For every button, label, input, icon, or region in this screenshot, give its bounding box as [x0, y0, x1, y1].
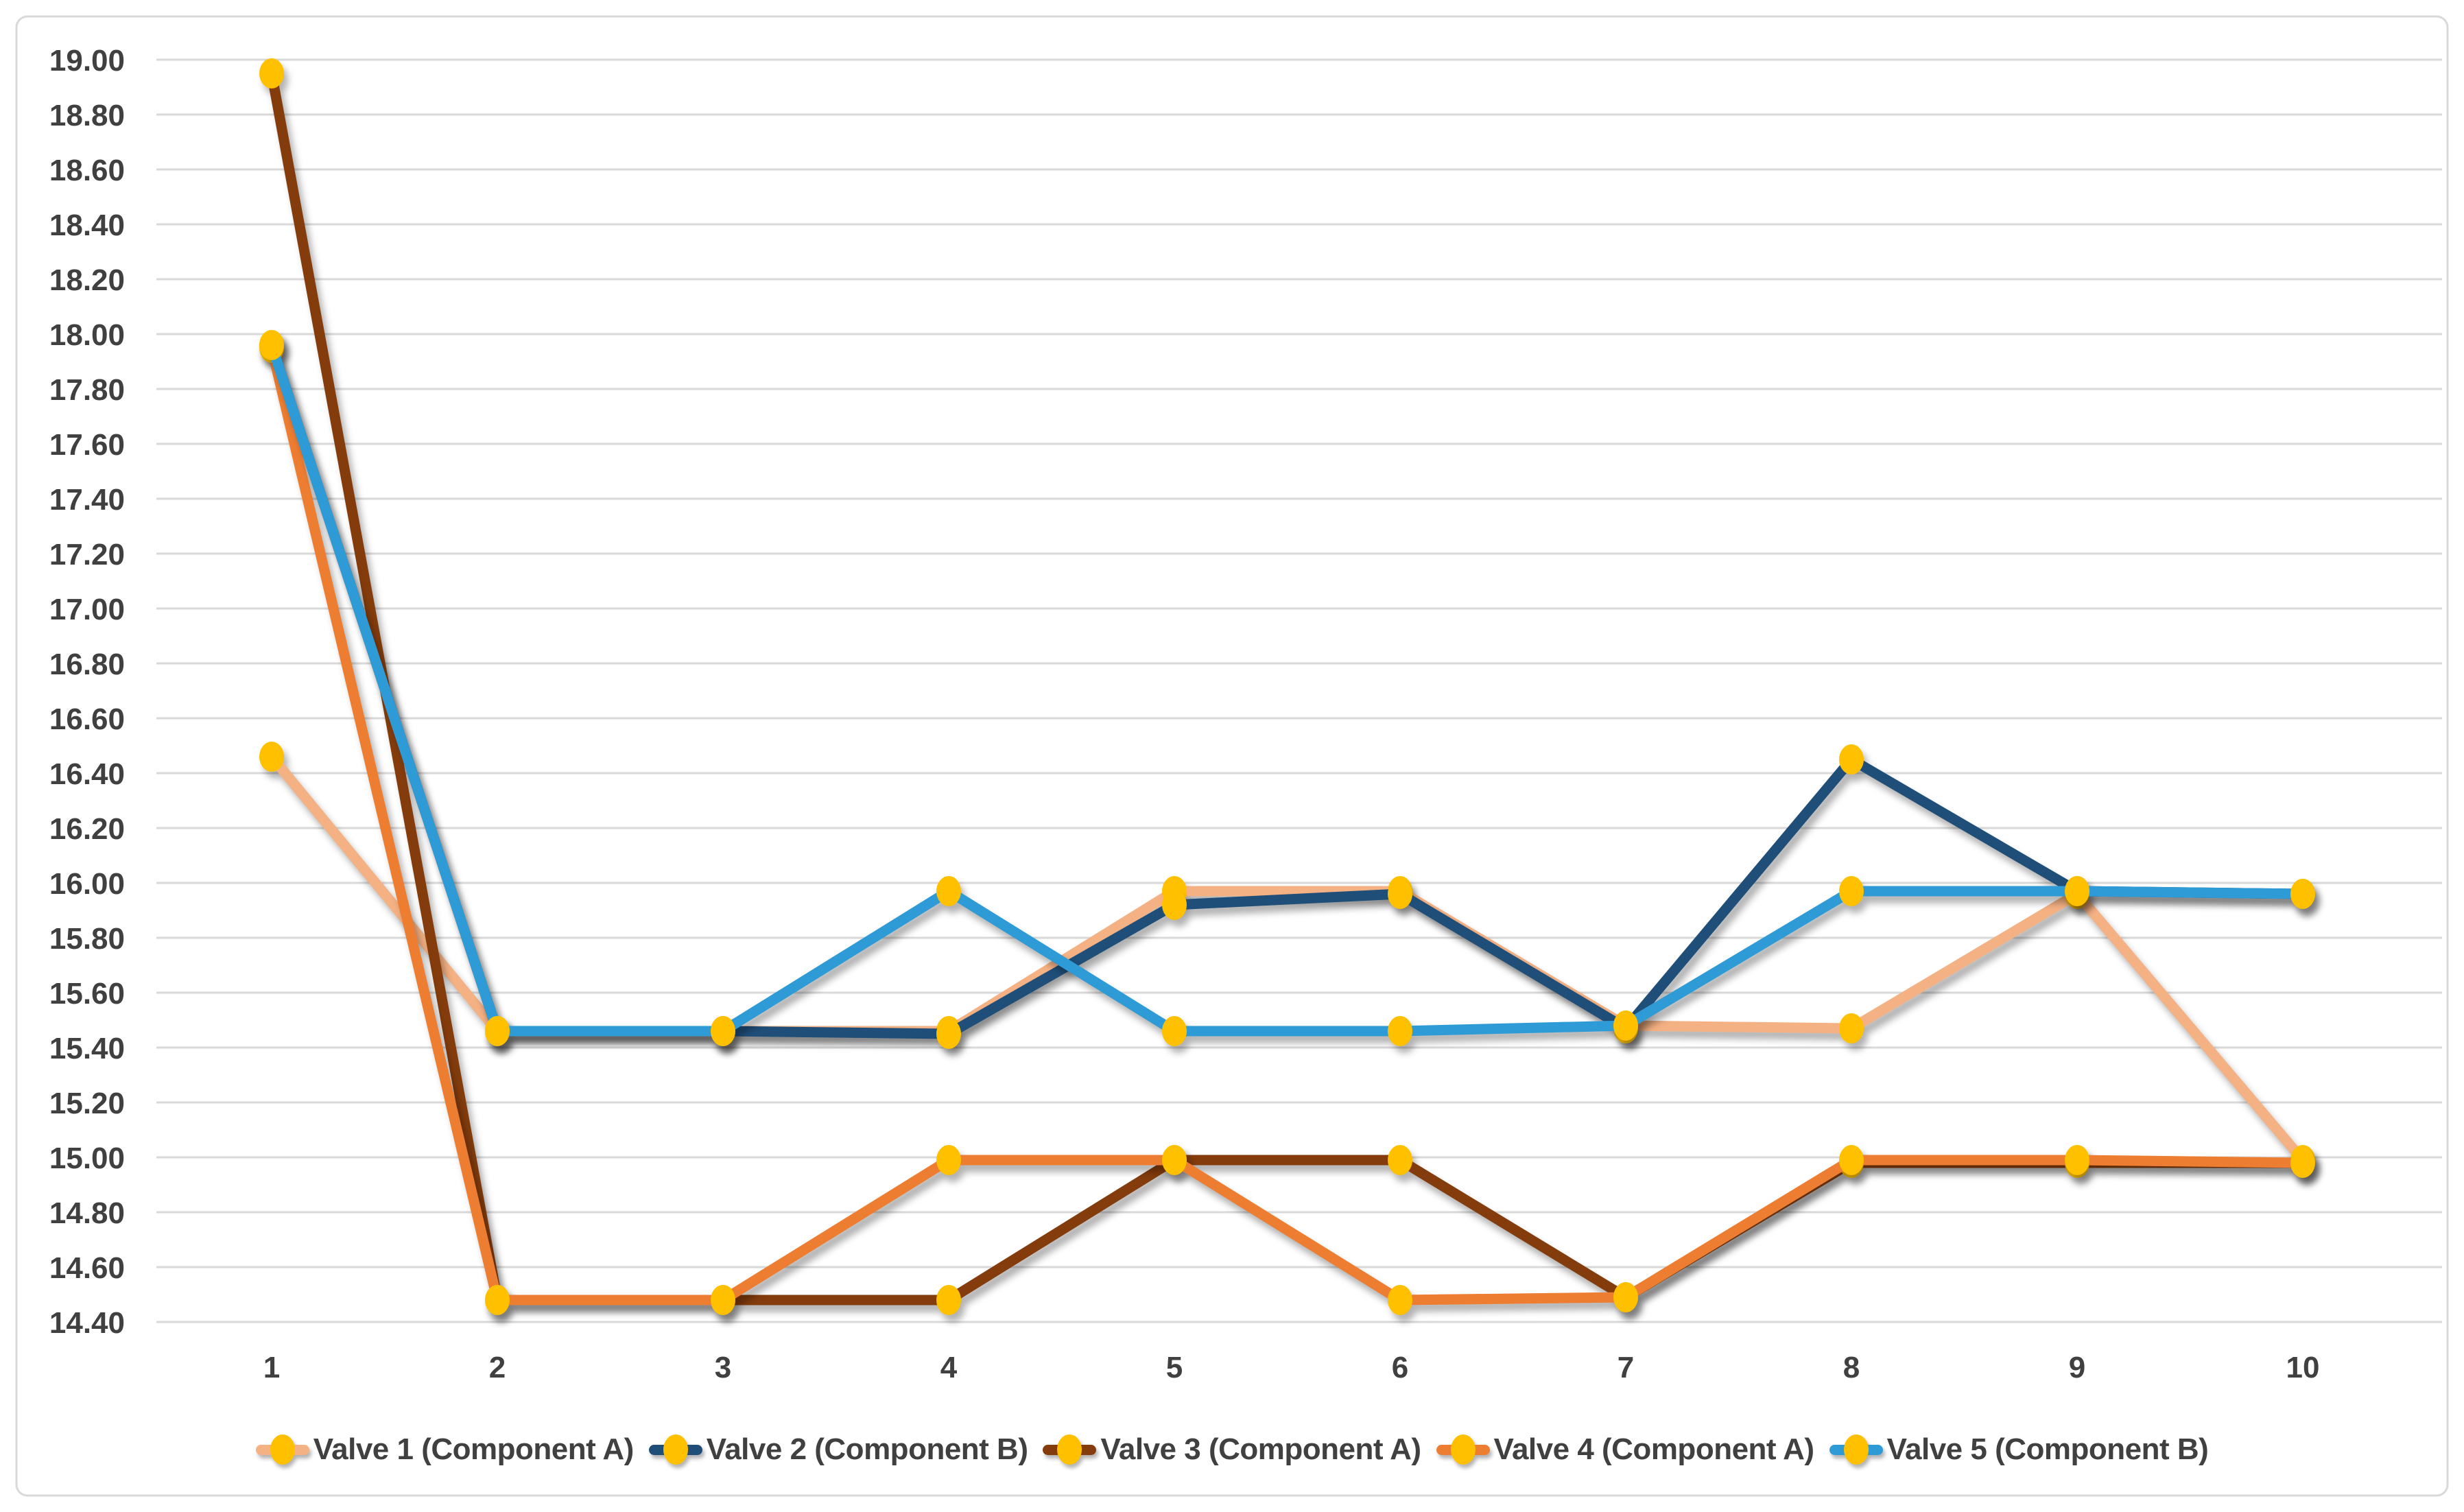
y-axis-tick-label: 14.80: [49, 1196, 125, 1230]
data-point-marker: [936, 1145, 961, 1175]
data-point-marker: [2290, 879, 2315, 909]
data-point-marker: [259, 58, 284, 88]
y-axis-tick-label: 16.00: [49, 867, 125, 901]
data-point-marker: [1162, 1145, 1187, 1175]
data-point-marker: [1613, 1011, 1638, 1041]
legend-item-4: Valve 4 (Component A): [1436, 1432, 1814, 1467]
x-axis-tick-label: 2: [489, 1351, 506, 1384]
x-axis-tick-label: 8: [1843, 1351, 1860, 1384]
legend-line-marker-icon: [255, 1434, 309, 1465]
legend-label: Valve 4 (Component A): [1493, 1432, 1815, 1466]
data-point-marker: [485, 1016, 510, 1046]
legend-dot-icon: [1057, 1434, 1082, 1465]
y-axis-tick-label: 19.00: [49, 44, 125, 78]
y-axis-tick-label: 17.00: [49, 593, 125, 626]
series-line: [266, 340, 2308, 1037]
y-axis-tick-label: 15.20: [49, 1087, 125, 1120]
y-axis-tick-label: 17.60: [49, 428, 125, 462]
data-point-marker: [1388, 1145, 1412, 1175]
y-axis-tick-label: 18.20: [49, 263, 125, 297]
data-point-marker: [936, 1019, 961, 1049]
x-axis-tick-label: 7: [1618, 1351, 1634, 1384]
legend-line-marker-icon: [1436, 1434, 1490, 1465]
y-axis-tick-label: 15.60: [49, 977, 125, 1011]
y-axis-tick-label: 16.80: [49, 648, 125, 681]
x-axis-tick-label: 9: [2069, 1351, 2085, 1384]
data-point-marker: [2290, 1148, 2315, 1178]
legend-dot-icon: [663, 1434, 688, 1465]
y-axis-tick-label: 14.60: [49, 1251, 125, 1285]
data-point-marker: [1613, 1282, 1638, 1312]
y-axis-tick-label: 17.20: [49, 538, 125, 571]
series-5: [259, 330, 2315, 1046]
legend-line-marker-icon: [1829, 1434, 1883, 1465]
legend: Valve 1 (Component A) Valve 2 (Component …: [0, 1432, 2464, 1467]
legend-item-1: Valve 1 (Component A): [255, 1432, 635, 1467]
data-point-marker: [711, 1016, 735, 1046]
legend-label: Valve 3 (Component A): [1100, 1432, 1421, 1466]
y-axis-tick-label: 18.00: [49, 318, 125, 352]
y-axis-tick-label: 18.80: [49, 99, 125, 132]
chart-border: [15, 15, 2449, 1497]
data-point-marker: [1839, 744, 1864, 775]
x-axis-tick-label: 6: [1392, 1351, 1408, 1384]
data-point-marker: [1162, 1016, 1187, 1046]
legend-item-3: Valve 3 (Component A): [1043, 1432, 1421, 1467]
data-point-marker: [711, 1285, 735, 1315]
y-axis-tick-label: 17.80: [49, 373, 125, 407]
y-axis-tick-label: 16.40: [49, 757, 125, 791]
legend-label: Valve 1 (Component A): [313, 1432, 635, 1466]
legend-item-5: Valve 5 (Component B): [1829, 1432, 2209, 1467]
data-point-marker: [936, 876, 961, 906]
data-point-marker: [485, 1285, 510, 1315]
data-point-marker: [259, 330, 284, 360]
x-axis-tick-label: 3: [715, 1351, 731, 1384]
x-axis-tick-label: 1: [263, 1351, 280, 1384]
legend-label: Valve 2 (Component B): [706, 1432, 1028, 1466]
data-point-marker: [2065, 876, 2089, 906]
x-axis-tick-label: 10: [2286, 1351, 2320, 1384]
y-axis-tick-label: 15.80: [49, 922, 125, 956]
data-point-marker: [2065, 1145, 2089, 1175]
legend-line-marker-icon: [1043, 1434, 1097, 1465]
data-point-marker: [1839, 1145, 1864, 1175]
legend-line-marker-icon: [648, 1434, 702, 1465]
legend-dot-icon: [270, 1434, 295, 1465]
series-line: [266, 342, 2308, 1306]
data-point-marker: [259, 742, 284, 772]
data-point-marker: [1839, 1013, 1864, 1043]
y-axis-tick-label: 18.60: [49, 154, 125, 187]
y-axis-tick-label: 17.40: [49, 483, 125, 517]
y-axis-tick-label: 15.40: [49, 1032, 125, 1065]
data-point-marker: [1388, 1285, 1412, 1315]
y-axis-tick-label: 16.60: [49, 702, 125, 736]
y-axis-tick-label: 16.20: [49, 812, 125, 846]
y-axis-tick-label: 15.00: [49, 1142, 125, 1175]
data-point-marker: [936, 1285, 961, 1315]
data-point-marker: [1388, 1016, 1412, 1046]
data-point-marker: [1839, 876, 1864, 906]
data-point-marker: [1388, 879, 1412, 909]
y-axis-tick-label: 14.40: [49, 1306, 125, 1340]
x-axis-tick-label: 4: [940, 1351, 958, 1384]
legend-label: Valve 5 (Component B): [1886, 1432, 2209, 1466]
legend-dot-icon: [1450, 1434, 1476, 1465]
y-axis-tick-label: 18.40: [49, 209, 125, 242]
data-point-marker: [1162, 890, 1187, 920]
legend-dot-icon: [1843, 1434, 1869, 1465]
x-axis-tick-label: 5: [1166, 1351, 1183, 1384]
legend-item-2: Valve 2 (Component B): [648, 1432, 1028, 1467]
series-4: [259, 333, 2315, 1315]
